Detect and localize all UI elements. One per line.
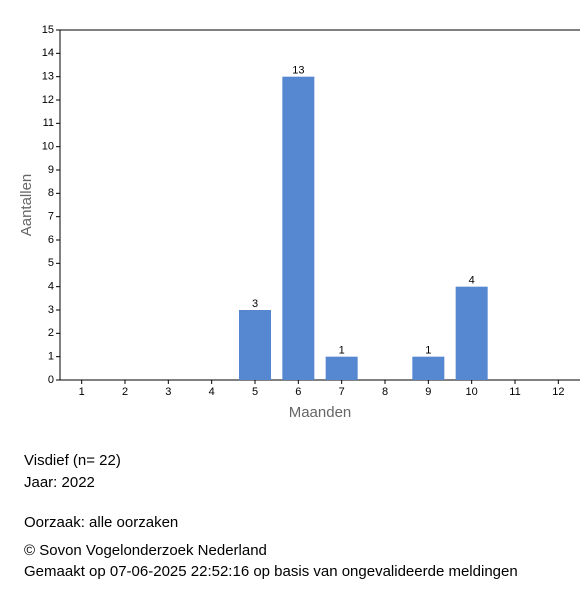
y-tick-label: 8: [48, 187, 54, 199]
data-label: 1: [339, 345, 345, 357]
y-tick-label: 9: [48, 164, 54, 176]
x-tick-label: 7: [339, 386, 345, 398]
bar: [455, 286, 488, 380]
x-tick-label: 8: [382, 386, 388, 398]
x-tick-label: 4: [209, 386, 215, 398]
x-tick-label: 12: [552, 386, 564, 398]
data-label: 1: [425, 345, 431, 357]
y-tick-label: 7: [48, 211, 54, 223]
y-tick-label: 2: [48, 327, 54, 339]
y-tick-label: 1: [48, 351, 54, 363]
y-tick-label: 15: [42, 24, 54, 36]
data-label: 4: [469, 275, 475, 287]
bar: [412, 356, 445, 380]
year: Jaar: 2022: [24, 474, 95, 491]
x-tick-label: 2: [122, 386, 128, 398]
species: Visdief (n= 22): [24, 452, 121, 469]
cause: Oorzaak: alle oorzaken: [24, 514, 179, 531]
x-tick-label: 10: [466, 386, 478, 398]
y-tick-label: 5: [48, 257, 54, 269]
y-tick-label: 12: [42, 94, 54, 106]
x-tick-label: 5: [252, 386, 258, 398]
bar: [325, 356, 358, 380]
y-tick-label: 11: [43, 117, 54, 129]
chart: Aantallen Maanden 0123456789101112131415…: [18, 24, 580, 421]
bar: [282, 76, 315, 381]
bar: [239, 310, 271, 380]
y-tick-label: 0: [48, 374, 54, 386]
x-axis-label: Maanden: [289, 404, 352, 421]
data-label: 13: [292, 65, 304, 77]
x-tick-label: 3: [165, 386, 171, 398]
x-tick-label: 9: [425, 386, 431, 398]
y-axis-label: Aantallen: [18, 174, 35, 237]
y-tick-label: 14: [42, 47, 54, 59]
y-tick-label: 10: [42, 141, 54, 153]
x-tick-label: 11: [509, 386, 520, 398]
x-tick-label: 1: [79, 386, 85, 398]
copyright: © Sovon Vogelonderzoek Nederland: [24, 542, 267, 559]
y-tick-label: 3: [48, 304, 54, 316]
data-label: 3: [252, 298, 258, 310]
y-tick-label: 6: [48, 234, 54, 246]
created: Gemaakt op 07-06-2025 22:52:16 op basis …: [24, 563, 518, 580]
y-tick-label: 13: [42, 71, 54, 83]
y-tick-label: 4: [48, 281, 54, 293]
x-tick-label: 6: [295, 386, 301, 398]
